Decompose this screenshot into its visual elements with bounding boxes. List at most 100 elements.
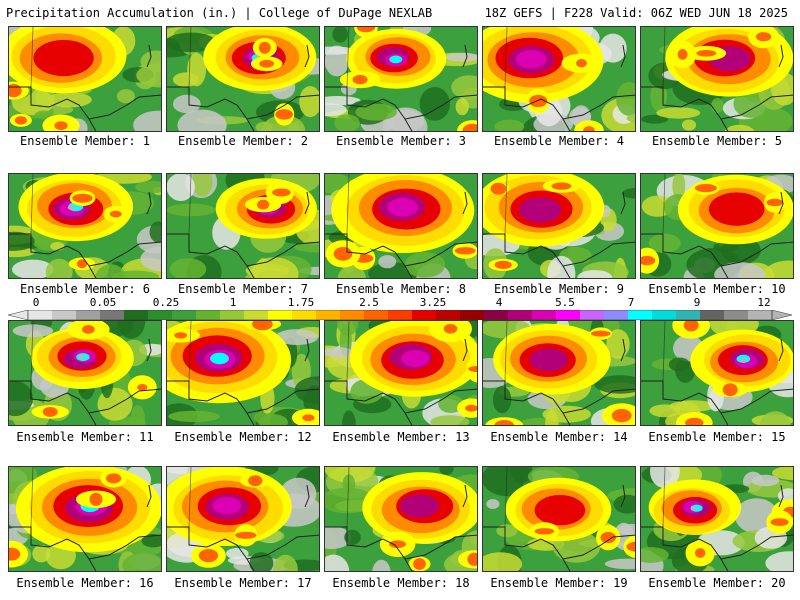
ensemble-member-label: Ensemble Member: 19	[490, 576, 628, 590]
ensemble-map-panel	[8, 466, 162, 572]
ensemble-map-panel	[482, 466, 636, 572]
ensemble-member-label: Ensemble Member: 2	[177, 134, 309, 148]
ensemble-member-label: Ensemble Member: 20	[648, 576, 786, 590]
ensemble-member-label: Ensemble Member: 6	[19, 282, 151, 296]
ensemble-member-label: Ensemble Member: 10	[648, 282, 786, 296]
ensemble-map-panel	[482, 173, 636, 279]
colorbar-segment	[28, 310, 53, 320]
ensemble-member-label: Ensemble Member: 15	[648, 430, 786, 444]
ensemble-map-panel	[324, 320, 478, 426]
precipitation-map	[641, 467, 793, 571]
colorbar-segment	[268, 310, 293, 320]
precipitation-map	[325, 27, 477, 131]
colorbar-arrow-left	[8, 310, 29, 320]
colorbar-segment	[148, 310, 173, 320]
ensemble-member-label: Ensemble Member: 18	[332, 576, 470, 590]
colorbar-segment	[724, 310, 749, 320]
colorbar-segment	[652, 310, 677, 320]
precipitation-map	[483, 174, 635, 278]
colorbar-segment	[532, 310, 557, 320]
ensemble-map-panel	[482, 26, 636, 132]
ensemble-map-panel	[640, 320, 794, 426]
ensemble-member-label: Ensemble Member: 9	[493, 282, 625, 296]
precipitation-map	[9, 27, 161, 131]
ensemble-map-panel	[324, 26, 478, 132]
colorbar-segment	[628, 310, 653, 320]
colorbar-segment	[748, 310, 773, 320]
colorbar-label: 0.25	[152, 296, 180, 309]
ensemble-map-panel	[166, 26, 320, 132]
colorbar-segment	[172, 310, 197, 320]
ensemble-map-panel	[640, 26, 794, 132]
colorbar-label: 12	[757, 296, 771, 309]
colorbar-segment	[340, 310, 365, 320]
colorbar-label: 0.05	[89, 296, 117, 309]
colorbar-segment	[364, 310, 389, 320]
ensemble-map-panel	[8, 26, 162, 132]
precipitation-map	[167, 174, 319, 278]
colorbar-label: 4	[495, 296, 503, 309]
ensemble-map-panel	[640, 466, 794, 572]
colorbar-label: 3.25	[419, 296, 447, 309]
precipitation-colorbar	[8, 310, 792, 320]
precipitation-map	[325, 321, 477, 425]
ensemble-map-panel	[8, 320, 162, 426]
colorbar-segment	[292, 310, 317, 320]
colorbar-label: 5.5	[555, 296, 575, 309]
precipitation-map	[9, 321, 161, 425]
ensemble-map-panel	[324, 173, 478, 279]
colorbar-segment	[52, 310, 77, 320]
precipitation-map	[483, 321, 635, 425]
colorbar-segment	[700, 310, 725, 320]
colorbar-segment	[484, 310, 509, 320]
colorbar-segment	[508, 310, 533, 320]
colorbar-segment	[220, 310, 245, 320]
valid-time-label: 18Z GEFS | F228 Valid: 06Z WED JUN 18 20…	[484, 6, 788, 20]
colorbar-segment	[124, 310, 149, 320]
ensemble-member-label: Ensemble Member: 8	[335, 282, 467, 296]
precipitation-map	[641, 174, 793, 278]
ensemble-member-label: Ensemble Member: 4	[493, 134, 625, 148]
ensemble-map-panel	[166, 173, 320, 279]
ensemble-member-label: Ensemble Member: 11	[16, 430, 154, 444]
ensemble-member-label: Ensemble Member: 13	[332, 430, 470, 444]
precipitation-map	[9, 174, 161, 278]
colorbar-segment	[604, 310, 629, 320]
precipitation-map	[483, 27, 635, 131]
precipitation-map	[641, 321, 793, 425]
colorbar-label: 1.75	[287, 296, 315, 309]
colorbar-segment	[556, 310, 581, 320]
ensemble-map-panel	[324, 466, 478, 572]
ensemble-map-panel	[166, 466, 320, 572]
ensemble-map-panel	[482, 320, 636, 426]
colorbar-label: 7	[627, 296, 635, 309]
colorbar-label: 2.5	[359, 296, 379, 309]
colorbar-segment	[436, 310, 461, 320]
precipitation-map	[9, 467, 161, 571]
precipitation-map	[325, 467, 477, 571]
colorbar-segment	[76, 310, 101, 320]
precipitation-map	[167, 27, 319, 131]
colorbar-segment	[100, 310, 125, 320]
colorbar-segment	[388, 310, 413, 320]
colorbar-segment	[196, 310, 221, 320]
colorbar-label: 0	[32, 296, 40, 309]
colorbar-segment	[460, 310, 485, 320]
precipitation-map	[483, 467, 635, 571]
ensemble-member-label: Ensemble Member: 14	[490, 430, 628, 444]
ensemble-member-label: Ensemble Member: 16	[16, 576, 154, 590]
ensemble-member-label: Ensemble Member: 7	[177, 282, 309, 296]
ensemble-member-label: Ensemble Member: 5	[651, 134, 783, 148]
colorbar-label: 1	[229, 296, 237, 309]
colorbar-segment	[580, 310, 605, 320]
colorbar-segment	[244, 310, 269, 320]
ensemble-member-label: Ensemble Member: 1	[19, 134, 151, 148]
chart-title: Precipitation Accumulation (in.) | Colle…	[6, 6, 433, 20]
ensemble-member-label: Ensemble Member: 3	[335, 134, 467, 148]
colorbar-label: 9	[693, 296, 701, 309]
ensemble-member-label: Ensemble Member: 12	[174, 430, 312, 444]
colorbar-arrow-right	[771, 310, 792, 320]
colorbar-segment	[676, 310, 701, 320]
precipitation-map	[167, 467, 319, 571]
colorbar-segment	[412, 310, 437, 320]
